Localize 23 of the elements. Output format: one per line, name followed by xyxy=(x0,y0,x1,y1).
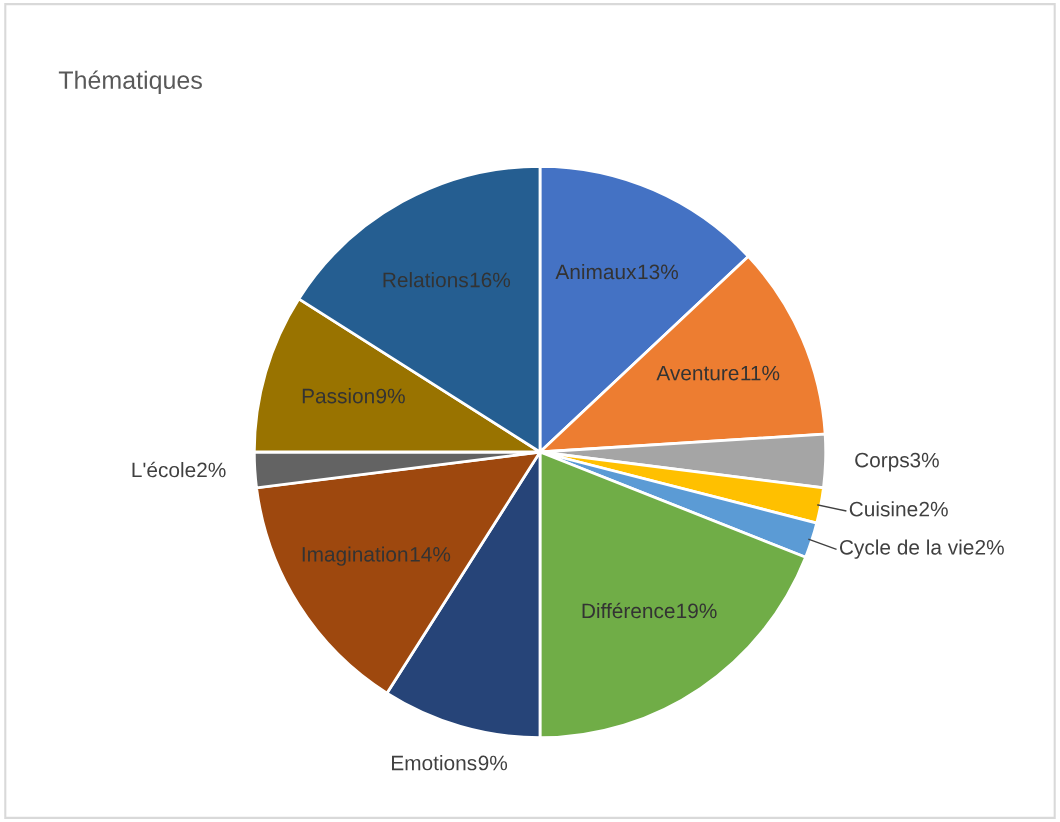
slice-label: Imagination xyxy=(302,546,408,566)
slice-label: Passion xyxy=(302,388,374,404)
data-label: 2% xyxy=(919,501,948,517)
slice-label: L'école xyxy=(132,461,196,478)
data-label: 2% xyxy=(975,539,1004,555)
slice-label: Cuisine xyxy=(849,501,918,517)
slice-label: Cycle de la vie xyxy=(839,539,974,559)
slice-label: Animaux xyxy=(555,263,637,280)
data-label: 13% xyxy=(638,264,678,280)
slice-label: Différence xyxy=(582,602,675,619)
data-label: 2% xyxy=(197,462,226,478)
data-label: 16% xyxy=(470,272,511,288)
chart-title: Thématiques xyxy=(58,70,202,94)
slice-label: Emotions xyxy=(392,755,477,771)
data-label: 14% xyxy=(410,547,451,562)
data-label: 9% xyxy=(376,388,405,404)
slice-label: Corps xyxy=(855,452,909,472)
slice-label: Relations xyxy=(383,272,468,288)
data-label: 9% xyxy=(478,755,508,771)
data-label: 19% xyxy=(677,603,717,619)
data-label: 3% xyxy=(910,452,939,468)
data-label: 11% xyxy=(741,365,780,381)
slice-label: Aventure xyxy=(656,365,739,381)
